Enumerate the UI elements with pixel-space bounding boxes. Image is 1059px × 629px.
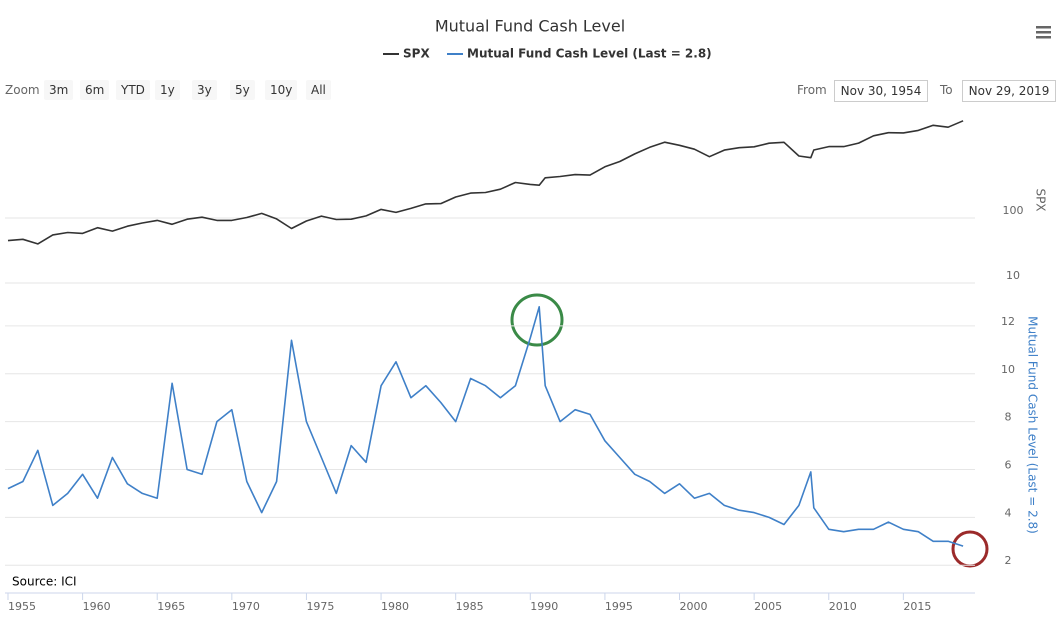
menu-icon[interactable] [1036,26,1051,39]
zoom-button[interactable]: 10y [265,80,298,100]
x-tick-label: 1985 [456,600,484,613]
x-tick-label: 1970 [232,600,260,613]
series-line [7,306,964,547]
chart-title: Mutual Fund Cash Level [435,17,625,36]
to-date-input[interactable]: Nov 29, 2019 [962,80,1056,102]
legend-label: Mutual Fund Cash Level (Last = 2.8) [467,47,712,61]
zoom-button[interactable]: 3y [192,80,217,100]
legend-item[interactable]: SPX [383,47,430,61]
to-label: To [940,83,953,97]
x-tick-label: 1990 [530,600,558,613]
y-tick-label: 100 [1003,204,1024,217]
x-tick-label: 1965 [157,600,185,613]
y2-tick-label: 12 [1001,315,1015,328]
zoom-label: Zoom [5,83,40,97]
from-date-input[interactable]: Nov 30, 1954 [834,80,928,102]
series-line [7,120,964,245]
zoom-button[interactable]: 1y [155,80,180,100]
y2-tick-label: 10 [1001,363,1015,376]
x-tick-label: 1980 [381,600,409,613]
legend-item[interactable]: Mutual Fund Cash Level (Last = 2.8) [447,47,712,61]
y2-tick-label: 2 [1005,554,1012,567]
zoom-button[interactable]: All [306,80,331,100]
y2-axis-title: Mutual Fund Cash Level (Last = 2.8) [1026,316,1040,534]
highlight-circle [510,293,564,347]
zoom-button[interactable]: 5y [230,80,255,100]
x-tick-label: 2015 [903,600,931,613]
y2-tick-label: 8 [1005,411,1012,424]
y-axis-title: SPX [1034,188,1048,211]
menu-bar [1036,36,1051,39]
legend-label: SPX [403,47,430,61]
y2-tick-label: 4 [1005,506,1012,519]
menu-bar [1036,26,1051,29]
zoom-button[interactable]: 6m [80,80,110,100]
y-tick-label: 10 [1006,269,1020,282]
x-tick-label: 1955 [8,600,36,613]
highlight-circle [951,530,989,568]
menu-bar [1036,31,1051,34]
x-tick-label: 1995 [605,600,633,613]
x-tick-label: 2010 [829,600,857,613]
x-tick-label: 1975 [306,600,334,613]
source-note: Source: ICI [12,575,77,589]
from-label: From [797,83,827,97]
zoom-button[interactable]: 3m [44,80,74,100]
zoom-button[interactable]: YTD [116,80,150,100]
x-tick-label: 1960 [83,600,111,613]
x-tick-label: 2000 [680,600,708,613]
x-tick-label: 2005 [754,600,782,613]
y2-tick-label: 6 [1005,458,1012,471]
